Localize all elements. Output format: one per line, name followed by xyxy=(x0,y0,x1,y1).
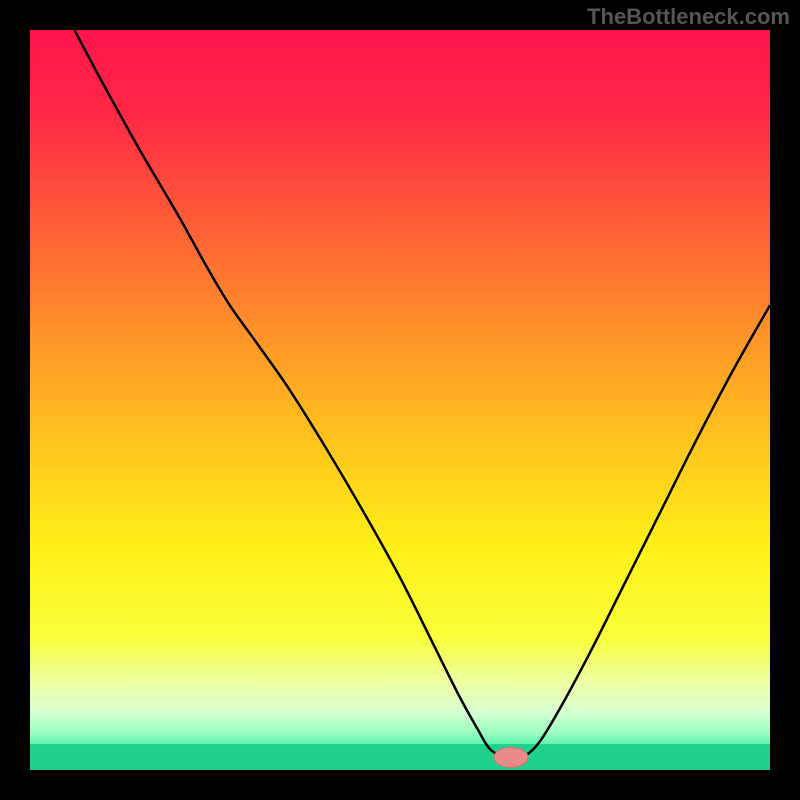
bottleneck-chart: TheBottleneck.com xyxy=(0,0,800,800)
watermark-text: TheBottleneck.com xyxy=(587,4,790,30)
optimal-marker xyxy=(494,747,528,767)
chart-background xyxy=(30,30,770,770)
green-baseline-band xyxy=(30,744,770,770)
chart-svg xyxy=(0,0,800,800)
